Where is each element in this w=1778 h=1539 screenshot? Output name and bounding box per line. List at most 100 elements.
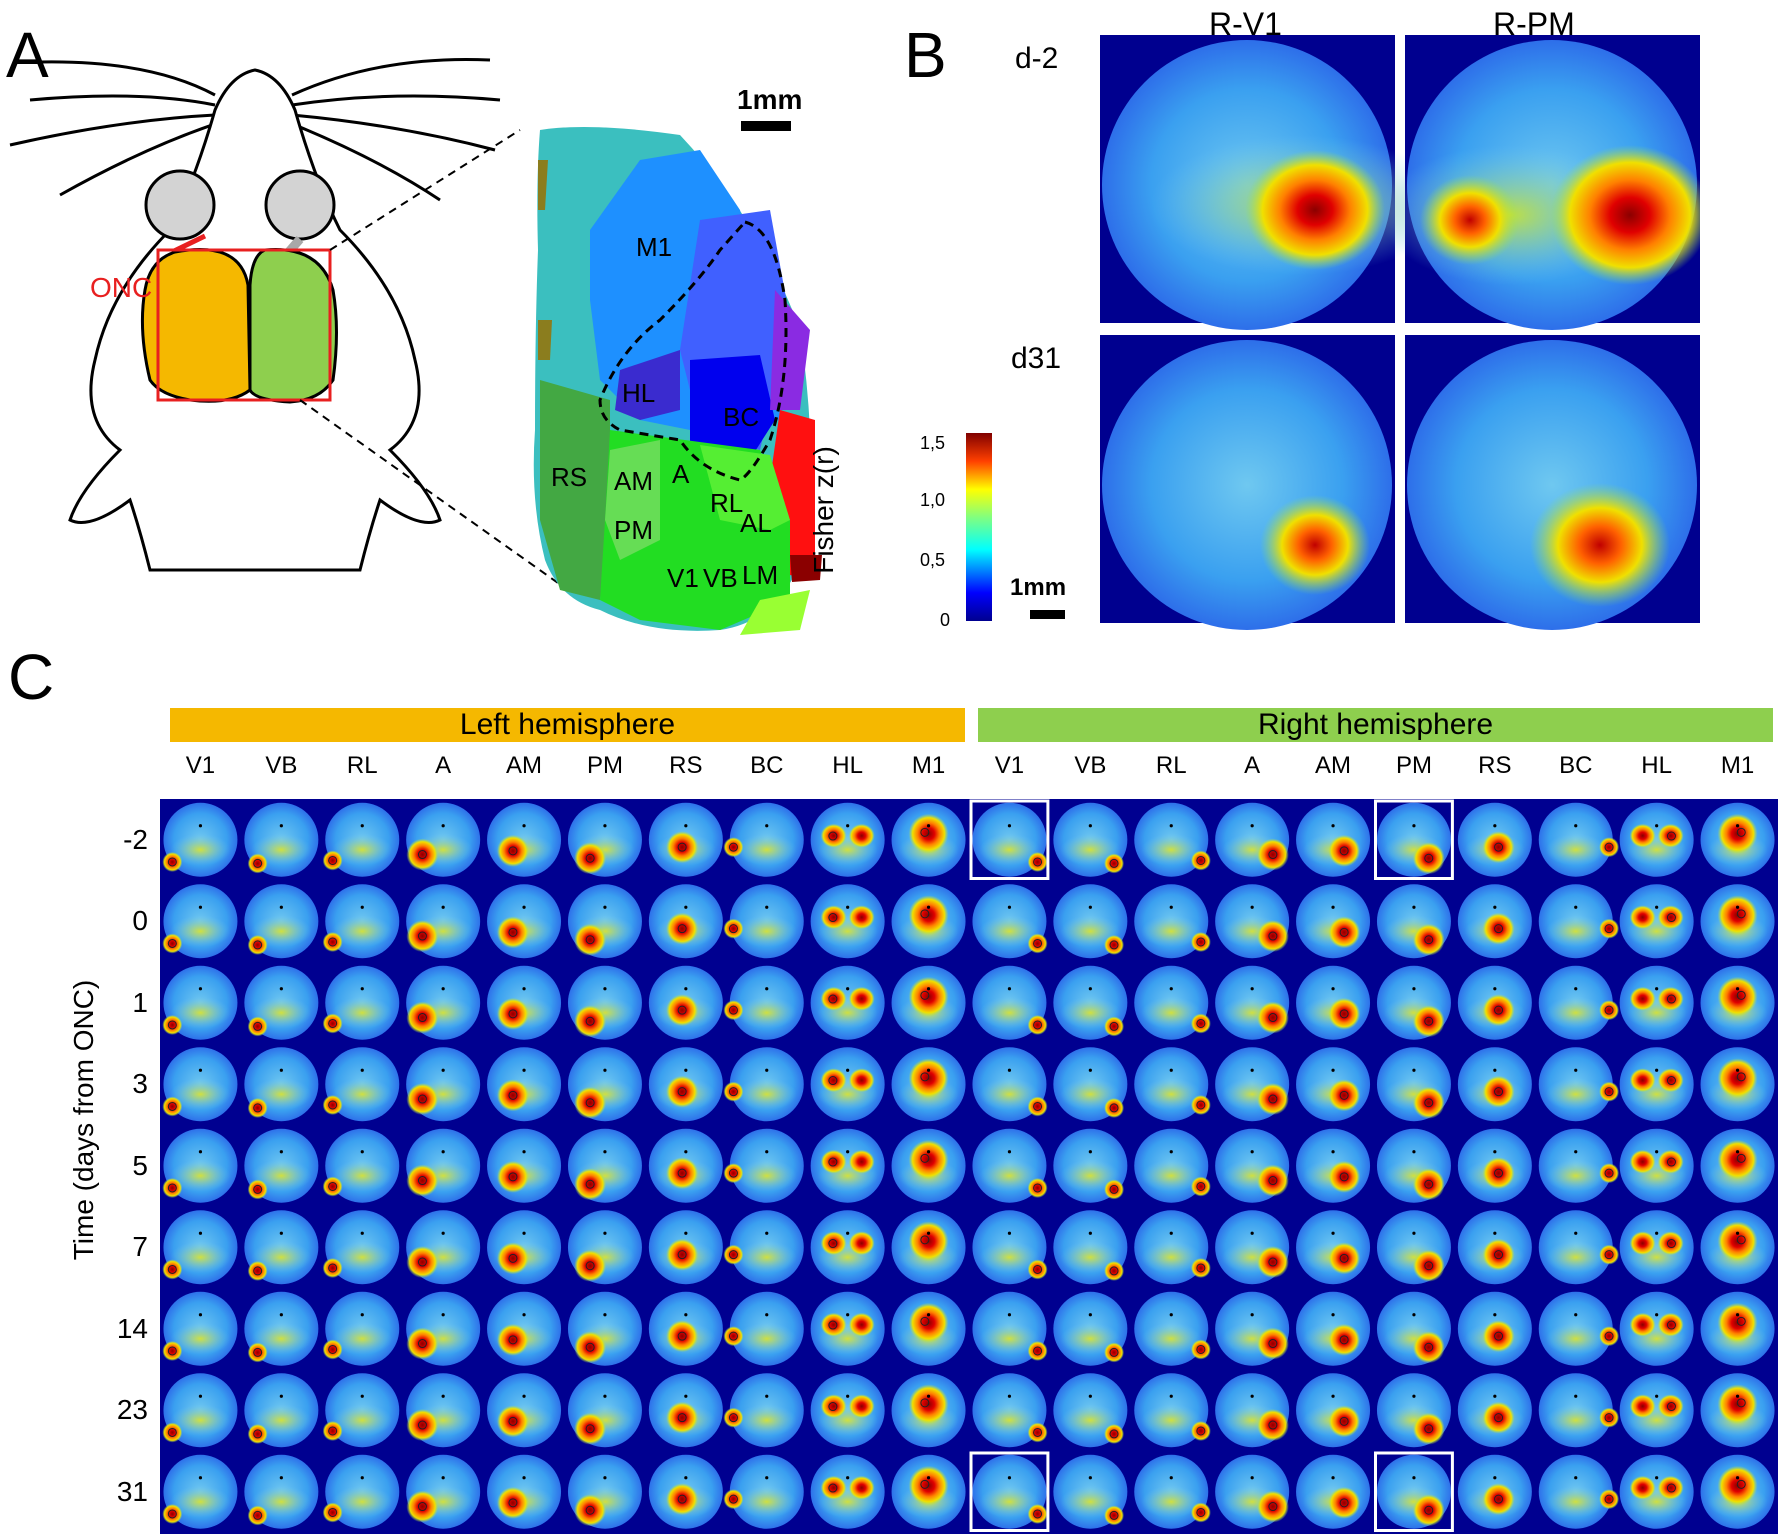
row-label: 3 — [132, 1068, 148, 1100]
cortical-atlas — [533, 126, 822, 635]
grid-cell — [487, 1210, 562, 1285]
grid-cell — [1215, 1210, 1290, 1285]
column-label: AM — [1315, 752, 1352, 779]
grid-cell — [322, 1373, 400, 1448]
grid-cell — [487, 965, 562, 1040]
grid-cell — [1215, 1128, 1290, 1203]
grid-cell — [1296, 1210, 1371, 1285]
grid-cell — [1215, 884, 1290, 959]
grid-cell — [1053, 1454, 1128, 1529]
grid-cell — [162, 965, 238, 1040]
grid-cell — [1538, 1454, 1620, 1529]
grid-cell — [322, 1454, 400, 1529]
grid-cell — [648, 1454, 723, 1529]
grid-cell — [1215, 802, 1290, 877]
row-label: 1 — [132, 986, 148, 1018]
grid-cell — [406, 1210, 481, 1285]
grid-cell — [487, 884, 562, 959]
grid-cell — [810, 1373, 885, 1448]
row-label: 14 — [116, 1312, 148, 1344]
somatosensory-outline — [598, 220, 788, 482]
right-hemisphere-shape — [248, 248, 338, 404]
grid-cell — [648, 1291, 723, 1366]
column-label: RS — [1478, 752, 1512, 779]
grid-cell — [1619, 802, 1694, 877]
grid-cell — [567, 1373, 642, 1448]
grid-cell — [244, 1373, 319, 1448]
grid-cell — [1457, 1373, 1532, 1448]
grid-cell — [322, 884, 400, 959]
grid-cell — [1215, 1047, 1290, 1122]
grid-cell — [723, 1210, 804, 1285]
grid-cell — [322, 802, 400, 877]
grid-cell — [162, 884, 238, 959]
column-label: M1 — [911, 752, 946, 779]
grid-cell — [1376, 802, 1451, 877]
column-label: RL — [346, 752, 378, 779]
grid-cell — [244, 1128, 319, 1203]
scale-bar-b — [1030, 610, 1065, 619]
column-label: A — [435, 752, 452, 779]
grid-cell — [891, 1454, 966, 1529]
grid-cell — [1376, 1291, 1451, 1366]
grid-cell — [487, 1047, 562, 1122]
column-label: VB — [265, 752, 298, 779]
grid-cell — [1134, 1047, 1211, 1122]
grid-cell — [723, 1047, 804, 1122]
grid-cell — [1376, 1210, 1451, 1285]
grid-cell — [1215, 1454, 1290, 1529]
grid-cell — [406, 1373, 481, 1448]
grid-cell — [162, 1210, 238, 1285]
grid-cell — [1296, 1291, 1371, 1366]
region-label-a: A — [672, 459, 690, 489]
grid-cell — [810, 1128, 885, 1203]
grid-cell — [244, 802, 319, 877]
grid-cell — [322, 1047, 400, 1122]
grid-cell — [1457, 1128, 1532, 1203]
grid-cell — [972, 1047, 1048, 1122]
left-hemisphere-label: Left hemisphere — [459, 708, 676, 741]
grid-cell — [891, 802, 966, 877]
grid-cell — [810, 802, 885, 877]
column-label: A — [1244, 752, 1261, 779]
grid-cell — [162, 1128, 238, 1203]
grid-cell — [1053, 965, 1128, 1040]
grid-cell — [1538, 884, 1620, 959]
onc-label: ONC — [90, 272, 153, 303]
grid-cell — [1053, 1047, 1128, 1122]
grid-cell — [1376, 884, 1451, 959]
grid-cell — [1457, 1291, 1532, 1366]
column-label: V1 — [185, 752, 216, 779]
grid-cell — [1053, 1291, 1128, 1366]
grid-cell — [1538, 1210, 1620, 1285]
grid-cell — [322, 1291, 400, 1366]
grid-cell — [406, 965, 481, 1040]
colorbar-tick-15: 1,5 — [920, 433, 946, 453]
grid-cell — [1538, 1047, 1620, 1122]
grid-cell — [1619, 1210, 1694, 1285]
region-label-am: AM — [614, 466, 653, 496]
scale-label-b: 1mm — [1010, 574, 1067, 601]
region-label-v1: V1 — [667, 563, 699, 593]
column-label: BC — [750, 752, 784, 779]
grid-cell — [1053, 884, 1128, 959]
region-label-lm: LM — [742, 560, 779, 590]
region-label-rl: RL — [710, 488, 744, 518]
map-d-2-rv1 — [1100, 35, 1450, 330]
grid-cell — [723, 1291, 804, 1366]
grid-cell — [891, 884, 966, 959]
row-label: 5 — [132, 1149, 148, 1181]
right-hemisphere-label: Right hemisphere — [1257, 708, 1494, 741]
grid-cell — [1538, 965, 1620, 1040]
region-label-pm: PM — [614, 515, 653, 545]
grid-cell — [487, 1454, 562, 1529]
colorbar-tick-10: 1,0 — [920, 490, 946, 510]
grid-cell — [1134, 884, 1211, 959]
grid-cell — [972, 965, 1048, 1040]
mouse-schematic — [9, 57, 822, 635]
scale-label-a: 1mm — [737, 84, 803, 115]
grid-cell — [567, 1047, 642, 1122]
grid-cell — [567, 1454, 642, 1529]
map-d-2-rpm — [1380, 35, 1700, 330]
connectivity-grid-svg — [162, 799, 1775, 1532]
